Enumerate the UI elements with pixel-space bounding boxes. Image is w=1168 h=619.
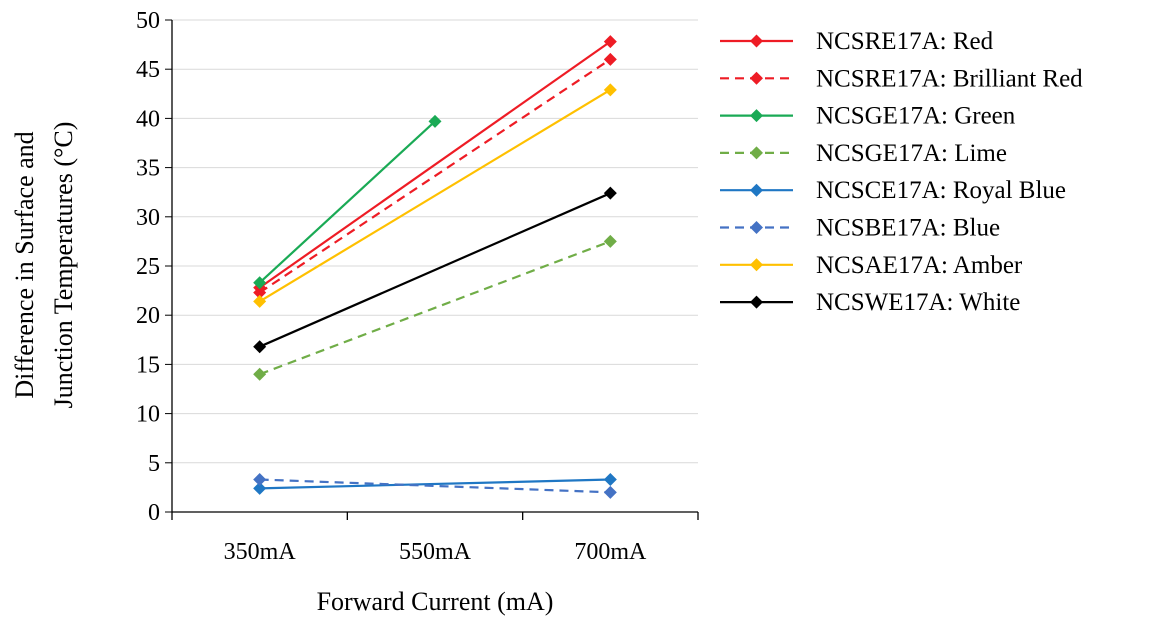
y-tick-label: 5 <box>148 451 160 477</box>
y-axis-title-line-1: Difference in Surface and <box>10 131 39 398</box>
y-tick-label: 45 <box>136 57 160 83</box>
legend-label: NCSAE17A: Amber <box>816 252 1023 279</box>
y-tick-label: 15 <box>136 352 160 378</box>
legend-label: NCSRE17A: Brilliant Red <box>816 65 1083 92</box>
legend-label: NCSBE17A: Blue <box>816 215 1000 242</box>
legend-item-1: NCSRE17A: Brilliant Red <box>720 65 1083 92</box>
data-point <box>603 83 617 97</box>
series-3 <box>253 234 617 381</box>
data-point <box>603 473 617 487</box>
y-tick-label: 20 <box>136 303 160 329</box>
legend-marker <box>750 146 763 160</box>
series-line <box>259 192 611 348</box>
legend-marker <box>750 71 763 85</box>
legend-label: NCSWE17A: White <box>816 289 1020 316</box>
x-axis-title: Forward Current (mA) <box>317 587 554 616</box>
legend-marker <box>750 258 763 272</box>
data-point <box>428 114 442 128</box>
y-tick-label: 30 <box>136 205 160 231</box>
x-tick-label: 550mA <box>399 539 472 565</box>
series-line <box>259 478 611 494</box>
series-7 <box>253 186 617 354</box>
legend-marker <box>750 183 763 197</box>
data-point <box>253 340 267 354</box>
legend-item-7: NCSWE17A: White <box>720 289 1020 316</box>
y-axis-ticks: 0 5 10 15 20 25 30 35 40 45 50 <box>136 8 172 526</box>
data-point <box>603 234 617 248</box>
series-line <box>258 120 436 284</box>
legend-item-5: NCSBE17A: Blue <box>720 215 1000 242</box>
x-tick-label: 350mA <box>224 539 297 565</box>
legend-item-4: NCSCE17A: Royal Blue <box>720 177 1066 204</box>
x-tick-label: 700mA <box>574 539 647 565</box>
legend-item-0: NCSRE17A: Red <box>720 28 994 55</box>
y-tick-label: 25 <box>136 254 160 280</box>
legend-label: NCSCE17A: Royal Blue <box>816 177 1066 204</box>
legend-label: NCSRE17A: Red <box>816 28 994 55</box>
y-tick-label: 35 <box>136 156 160 182</box>
series-group <box>253 35 617 499</box>
legend-label: NCSGE17A: Green <box>816 103 1016 130</box>
data-point <box>253 294 267 308</box>
series-line <box>259 88 611 303</box>
series-2 <box>253 114 442 290</box>
x-axis-ticks: 350mA 550mA 700mA <box>171 512 699 565</box>
y-axis-title-line-2: Junction Temperatures (°C) <box>49 122 78 409</box>
legend-marker <box>750 109 763 123</box>
series-line <box>259 58 611 294</box>
data-point <box>253 286 267 300</box>
legend: NCSRE17A: Red NCSRE17A: Brilliant Red NCSG… <box>720 28 1083 316</box>
data-point <box>253 481 267 495</box>
data-point <box>603 35 617 49</box>
series-6 <box>253 83 617 308</box>
data-point <box>603 485 617 499</box>
legend-item-6: NCSAE17A: Amber <box>720 252 1023 279</box>
legend-item-3: NCSGE17A: Lime <box>720 140 1007 167</box>
series-5 <box>253 473 617 499</box>
series-line <box>259 40 611 289</box>
data-point <box>603 186 617 200</box>
series-4 <box>253 473 617 495</box>
legend-marker <box>750 221 763 234</box>
data-point <box>253 276 267 290</box>
legend-marker <box>750 295 763 309</box>
series-line <box>259 478 611 490</box>
y-tick-label: 10 <box>136 402 160 428</box>
y-tick-label: 40 <box>136 106 160 132</box>
y-tick-label: 50 <box>136 8 160 34</box>
data-point <box>253 367 267 381</box>
data-point <box>253 473 267 487</box>
legend-item-2: NCSGE17A: Green <box>720 103 1016 130</box>
series-line <box>259 240 611 376</box>
y-tick-label: 0 <box>148 500 160 526</box>
series-0 <box>253 35 617 295</box>
grid <box>172 19 698 464</box>
legend-marker <box>750 34 763 48</box>
data-point <box>603 52 617 66</box>
series-1 <box>253 52 617 300</box>
legend-label: NCSGE17A: Lime <box>816 140 1007 167</box>
